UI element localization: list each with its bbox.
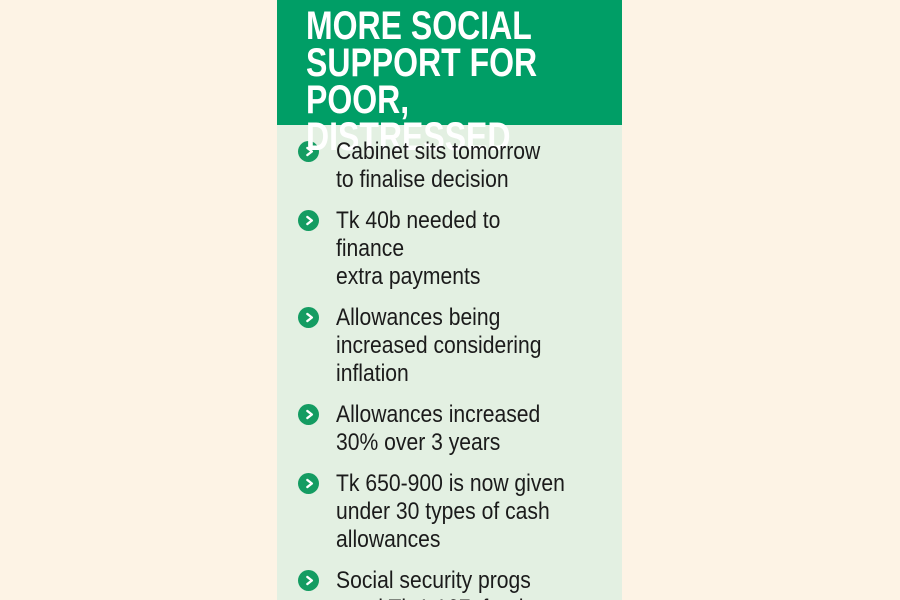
list-item-text: Social security progs need Tk 1.167t fun… [336,567,534,600]
list-item-text: Tk 40b needed to finance extra payments [336,207,501,290]
list-item: Cabinet sits tomorrow to finalise decisi… [298,138,604,194]
chevron-right-icon [298,210,319,231]
list-item: Allowances being increased considering i… [298,304,604,388]
list-item: Tk 40b needed to finance extra payments [298,207,604,291]
list-item: Tk 650-900 is now given under 30 types o… [298,470,604,554]
chevron-right-icon [298,473,319,494]
page-title: MORE SOCIAL SUPPORT FOR POOR, DISTRESSED [306,4,538,159]
list-item-text: Allowances being increased considering i… [336,304,542,387]
list-item: Social security progs need Tk 1.167t fun… [298,567,604,600]
infographic-panel: MORE SOCIAL SUPPORT FOR POOR, DISTRESSED… [277,0,622,600]
list-item-text: Allowances increased 30% over 3 years [336,401,541,456]
list-item-text: Tk 650-900 is now given under 30 types o… [336,470,565,553]
chevron-right-icon [298,141,319,162]
chevron-right-icon [298,404,319,425]
header-banner: MORE SOCIAL SUPPORT FOR POOR, DISTRESSED [277,0,622,157]
chevron-right-icon [298,307,319,328]
bullet-list: Cabinet sits tomorrow to finalise decisi… [277,125,622,600]
chevron-right-icon [298,570,319,591]
list-item: Allowances increased 30% over 3 years [298,401,604,457]
list-item-text: Cabinet sits tomorrow to finalise decisi… [336,138,541,193]
